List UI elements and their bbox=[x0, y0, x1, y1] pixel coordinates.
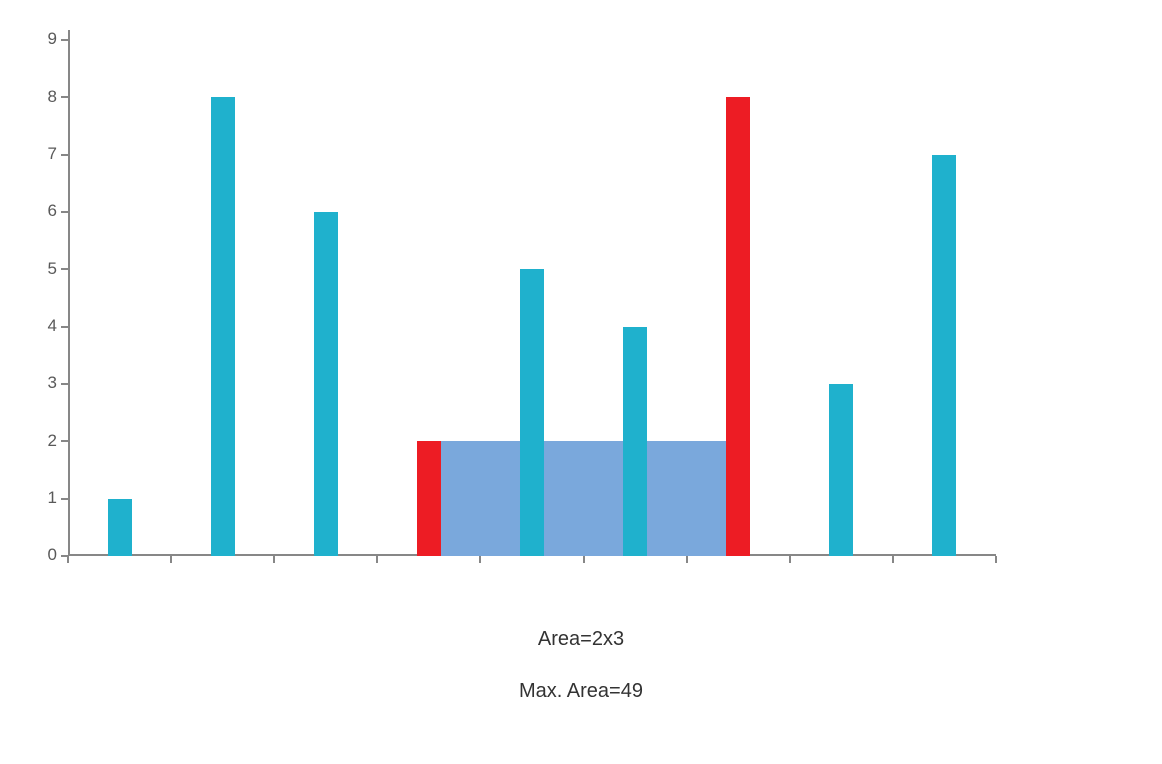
y-tick bbox=[61, 39, 68, 41]
chart-stage: 0123456789 Area=2x3Max. Area=49 bbox=[0, 0, 1162, 764]
y-tick bbox=[61, 498, 68, 500]
x-tick bbox=[170, 556, 172, 563]
bar bbox=[417, 441, 441, 556]
bar bbox=[829, 384, 853, 556]
y-tick-label: 8 bbox=[27, 87, 57, 107]
x-tick bbox=[892, 556, 894, 563]
bar bbox=[520, 269, 544, 556]
bar bbox=[211, 97, 235, 556]
x-tick bbox=[583, 556, 585, 563]
x-tick bbox=[376, 556, 378, 563]
y-tick-label: 4 bbox=[27, 316, 57, 336]
y-tick-label: 5 bbox=[27, 259, 57, 279]
x-tick bbox=[479, 556, 481, 563]
bar bbox=[108, 499, 132, 556]
shaded-area bbox=[417, 441, 726, 556]
caption: Area=2x3 bbox=[0, 628, 1162, 651]
bar bbox=[932, 155, 956, 556]
x-tick bbox=[789, 556, 791, 563]
x-tick bbox=[67, 556, 69, 563]
y-tick-label: 2 bbox=[27, 431, 57, 451]
y-tick-label: 7 bbox=[27, 144, 57, 164]
y-tick bbox=[61, 154, 68, 156]
y-tick bbox=[61, 383, 68, 385]
x-tick bbox=[686, 556, 688, 563]
bar bbox=[314, 212, 338, 556]
x-tick bbox=[995, 556, 997, 563]
y-tick-label: 1 bbox=[27, 488, 57, 508]
y-tick bbox=[61, 326, 68, 328]
y-tick bbox=[61, 268, 68, 270]
bar bbox=[726, 97, 750, 556]
y-tick bbox=[61, 440, 68, 442]
y-tick-label: 6 bbox=[27, 201, 57, 221]
y-axis bbox=[68, 30, 70, 556]
y-tick bbox=[61, 96, 68, 98]
plot-area: 0123456789 bbox=[68, 40, 996, 556]
caption: Max. Area=49 bbox=[0, 680, 1162, 703]
x-tick bbox=[273, 556, 275, 563]
y-tick-label: 9 bbox=[27, 29, 57, 49]
bar bbox=[623, 327, 647, 556]
y-tick bbox=[61, 211, 68, 213]
y-tick-label: 3 bbox=[27, 373, 57, 393]
y-tick-label: 0 bbox=[27, 545, 57, 565]
